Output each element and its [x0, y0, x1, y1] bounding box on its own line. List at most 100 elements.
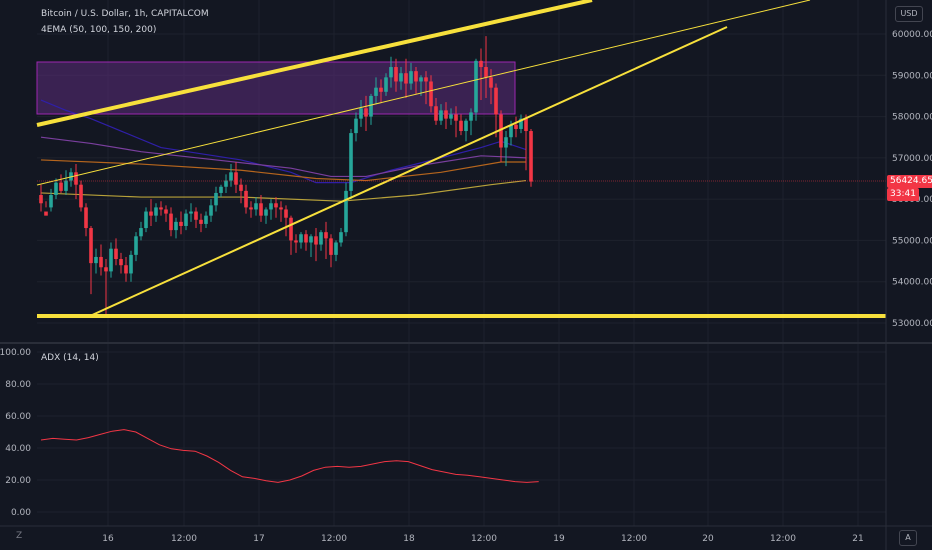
- candle-body: [394, 67, 398, 82]
- candle-body: [244, 190, 248, 208]
- candle-body: [309, 236, 313, 243]
- price-tick-label: 55000.00: [892, 236, 932, 246]
- candle-body: [259, 203, 263, 216]
- candle-body: [294, 240, 298, 243]
- time-tick-label: 18: [403, 534, 415, 544]
- time-tick-label: 12:00: [321, 534, 347, 544]
- candle-body: [109, 248, 113, 272]
- price-tick-label: 54000.00: [892, 278, 932, 288]
- currency-button[interactable]: USD: [895, 6, 923, 22]
- candle-body: [334, 242, 338, 255]
- candle-body: [219, 186, 223, 193]
- candle-body: [74, 172, 78, 185]
- candle-body: [364, 108, 368, 117]
- candle-body: [59, 182, 63, 191]
- price-tick-label: 59000.00: [892, 71, 932, 81]
- candle-body: [454, 114, 458, 121]
- candle-body: [79, 184, 83, 208]
- time-tick-label: 21: [852, 534, 863, 544]
- candle-body: [104, 267, 108, 272]
- candle-body: [314, 236, 318, 245]
- price-tick-label: 53000.00: [892, 319, 932, 329]
- candle-body: [114, 248, 118, 260]
- rising-support-trendline: [89, 26, 728, 317]
- candle-body: [189, 211, 193, 214]
- candle-body: [94, 256, 98, 264]
- candle-body: [304, 234, 308, 243]
- candle-body: [369, 95, 373, 117]
- candle-body: [239, 184, 243, 191]
- candle-body: [479, 60, 483, 68]
- candle-body: [279, 207, 283, 210]
- candle-body: [154, 207, 158, 216]
- candle-body: [349, 133, 353, 191]
- time-tick-label: 12:00: [621, 534, 647, 544]
- candle-body: [354, 118, 358, 134]
- time-tick-label: 19: [553, 534, 565, 544]
- adx-tick-label: 100.00: [0, 348, 31, 358]
- candle-body: [444, 110, 448, 119]
- candle-body: [64, 180, 68, 191]
- adx-axis[interactable]: 100.00 80.00 60.00 40.00 20.00 0.00: [0, 348, 31, 518]
- candle-body: [404, 73, 408, 84]
- countdown-tag: 33:41: [887, 188, 919, 201]
- candle-body: [159, 207, 163, 210]
- ema-indicator-label[interactable]: 4EMA (50, 100, 150, 200): [41, 25, 157, 35]
- candle-body: [389, 67, 393, 78]
- candle-body: [429, 81, 433, 107]
- candle-body: [384, 77, 388, 92]
- candle-body: [229, 172, 233, 181]
- trendline-drawings[interactable]: [36, 0, 886, 318]
- candle-body: [179, 221, 183, 226]
- candle-body: [324, 232, 328, 239]
- candle-body: [339, 232, 343, 243]
- adx-tick-label: 60.00: [5, 412, 31, 422]
- candle-body: [234, 172, 238, 185]
- candle-body: [149, 211, 153, 216]
- candle-body: [344, 190, 348, 233]
- candle-body: [124, 265, 128, 274]
- time-tick-label: 20: [702, 534, 714, 544]
- adx-tick-label: 20.00: [5, 476, 31, 486]
- price-tick-label: 58000.00: [892, 113, 932, 123]
- candle-body: [414, 71, 418, 82]
- adx-indicator-label[interactable]: ADX (14, 14): [41, 353, 99, 363]
- candle-body: [164, 209, 168, 214]
- auto-scale-button[interactable]: A: [899, 530, 917, 546]
- candle-body: [504, 137, 508, 148]
- candle-body: [424, 77, 428, 82]
- candle-body: [274, 203, 278, 208]
- candle-body: [409, 71, 413, 84]
- candle-body: [374, 87, 378, 96]
- candle-body: [209, 205, 213, 216]
- upper-channel-trendline: [36, 0, 593, 127]
- candle-body: [139, 228, 143, 237]
- candle-body: [489, 77, 493, 88]
- candle-body: [474, 60, 478, 113]
- candle-body: [194, 211, 198, 220]
- candle-body: [134, 236, 138, 255]
- candle-body: [519, 118, 523, 129]
- candle-body: [204, 215, 208, 224]
- candle-body: [264, 209, 268, 216]
- zoom-button[interactable]: Z: [16, 531, 23, 541]
- candle-body: [439, 110, 443, 121]
- candle-body: [99, 256, 103, 268]
- candle-body: [319, 232, 323, 245]
- candle-body: [464, 120, 468, 132]
- time-tick-label: 17: [253, 534, 264, 544]
- time-tick-label: 16: [102, 534, 114, 544]
- adx-tick-label: 0.00: [11, 508, 31, 518]
- adx-tick-label: 80.00: [5, 380, 31, 390]
- candle-body: [169, 213, 173, 231]
- ema-line: [40, 179, 527, 202]
- candle-body: [299, 234, 303, 243]
- candle-body: [459, 120, 463, 132]
- candle-body: [84, 207, 88, 229]
- price-tick-label: 57000.00: [892, 154, 932, 164]
- candle-body: [129, 254, 133, 274]
- time-axis[interactable]: 16 12:00 17 12:00 18 12:00 19 12:00 20 12:00 21: [102, 534, 863, 544]
- symbol-title[interactable]: Bitcoin / U.S. Dollar, 1h, CAPITALCOM: [41, 9, 209, 19]
- candle-body: [289, 217, 293, 241]
